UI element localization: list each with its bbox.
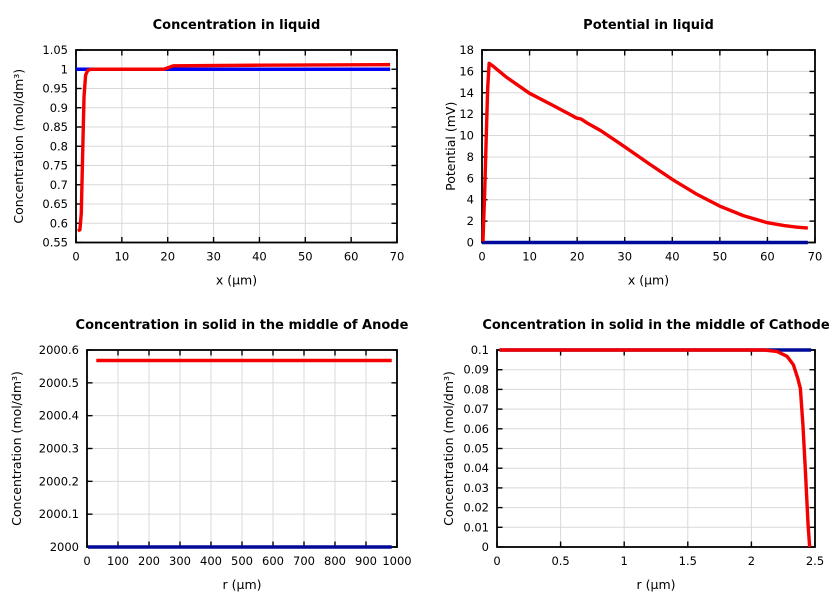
x-tick-label: 300 xyxy=(169,554,191,568)
x-tick-label: 20 xyxy=(570,250,585,264)
x-tick-label: 50 xyxy=(713,250,728,264)
x-tick-label: 40 xyxy=(252,250,267,264)
y-tick-label: 0.02 xyxy=(463,501,489,515)
y-tick-label: 1.05 xyxy=(42,43,68,57)
x-tick-label: 1000 xyxy=(382,554,411,568)
y-tick-label: 2000.1 xyxy=(39,507,79,521)
x-tick-label: 900 xyxy=(355,554,377,568)
y-tick-label: 10 xyxy=(459,129,474,143)
series-group xyxy=(76,62,391,233)
y-tick-label: 0.06 xyxy=(463,422,489,436)
red-series-line xyxy=(499,348,812,548)
x-tick-label: 0 xyxy=(83,554,90,568)
plot-frame xyxy=(75,49,398,244)
y-tick-label: 0 xyxy=(467,236,474,250)
x-tick-label: 10 xyxy=(522,250,537,264)
y-axis-label: Concentration (mol/dm³) xyxy=(9,371,24,526)
plot-frame xyxy=(481,49,816,244)
y-tick-label: 0.9 xyxy=(50,101,68,115)
x-tick-label: 70 xyxy=(808,250,823,264)
x-tick-label: 30 xyxy=(206,250,221,264)
y-tick-label: 0.1 xyxy=(471,343,489,357)
plot-title: Concentration in liquid xyxy=(153,18,321,33)
x-tick-label: 0 xyxy=(72,250,79,264)
y-tick-label: 2000 xyxy=(50,540,79,554)
red-series-line xyxy=(77,62,391,233)
series-group xyxy=(499,348,812,548)
y-tick-label: 2 xyxy=(467,214,474,228)
x-tick-label: 600 xyxy=(262,554,284,568)
y-tick-label: 0.09 xyxy=(463,363,489,377)
y-tick-label: 4 xyxy=(467,193,474,207)
chart-concentration-solid-anode: 0 100 200 300 400 500 600 700 800 900 1000 2000 2000… xyxy=(9,318,412,592)
y-tick-label: 0.55 xyxy=(42,236,68,250)
chart-concentration-solid-cathode: 0 0.5 1 1.5 2 2.5 0 0.01 0.02 0.03 0.04 0.05 0.06 0.0… xyxy=(441,318,830,592)
x-axis-label: r (µm) xyxy=(637,577,676,592)
x-axis-label: x (µm) xyxy=(216,273,257,288)
x-tick-label: 1.5 xyxy=(679,554,697,568)
series-group xyxy=(87,358,392,549)
x-tick-label: 1 xyxy=(621,554,628,568)
y-axis-label: Concentration (mol/dm³) xyxy=(11,69,26,224)
x-tick-label: 10 xyxy=(115,250,130,264)
y-tick-label: 18 xyxy=(459,43,474,57)
x-tick-label: 0 xyxy=(478,250,485,264)
y-tick-label: 2000.5 xyxy=(39,376,79,390)
plot-title: Concentration in solid in the middle of … xyxy=(76,318,409,333)
y-axis-label: Concentration (mol/dm³) xyxy=(441,371,456,526)
y-tick-label: 0.03 xyxy=(463,481,489,495)
y-tick-label: 0.75 xyxy=(42,159,68,173)
x-tick-label: 400 xyxy=(200,554,222,568)
y-tick-label: 0.08 xyxy=(463,382,489,396)
x-tick-label: 500 xyxy=(231,554,253,568)
y-tick-label: 0.95 xyxy=(42,82,68,96)
plot-title: Concentration in solid in the middle of … xyxy=(482,318,830,333)
y-tick-label: 0.01 xyxy=(463,520,489,534)
y-tick-label: 0.65 xyxy=(42,197,68,211)
x-tick-label: 0.5 xyxy=(551,554,569,568)
y-tick-label: 2000.2 xyxy=(39,474,79,488)
x-axis-label: x (µm) xyxy=(628,273,669,288)
y-tick-label: 8 xyxy=(467,150,474,164)
y-tick-label: 0.05 xyxy=(463,442,489,456)
chart-concentration-in-liquid: 0 10 20 30 40 50 60 70 0.55 0.6 0.65 0.7 0.75 0.8 0.85… xyxy=(11,18,405,288)
y-tick-label: 0 xyxy=(482,540,489,554)
x-tick-label: 200 xyxy=(138,554,160,568)
x-tick-label: 2 xyxy=(748,554,755,568)
x-tick-label: 800 xyxy=(324,554,346,568)
x-tick-label: 700 xyxy=(293,554,315,568)
x-tick-label: 70 xyxy=(390,250,405,264)
y-tick-label: 14 xyxy=(459,86,474,100)
y-axis-label: Potential (mV) xyxy=(443,102,458,191)
y-tick-label: 12 xyxy=(459,107,474,121)
y-tick-label: 2000.3 xyxy=(39,442,79,456)
y-tick-label: 0.07 xyxy=(463,402,489,416)
y-tick-label: 0.8 xyxy=(50,139,68,153)
y-tick-label: 16 xyxy=(459,64,474,78)
x-tick-label: 2.5 xyxy=(806,554,824,568)
y-tick-label: 0.04 xyxy=(463,461,489,475)
x-tick-label: 60 xyxy=(344,250,359,264)
y-tick-label: 1 xyxy=(61,62,68,76)
x-tick-label: 20 xyxy=(160,250,175,264)
y-tick-label: 2000.6 xyxy=(39,343,79,357)
y-tick-label: 6 xyxy=(467,171,474,185)
y-tick-label: 0.85 xyxy=(42,120,68,134)
x-axis-label: r (µm) xyxy=(223,577,262,592)
series-group xyxy=(481,61,808,245)
red-series-line xyxy=(481,61,808,242)
x-tick-label: 50 xyxy=(298,250,313,264)
y-tick-label: 0.7 xyxy=(50,178,68,192)
x-tick-label: 60 xyxy=(760,250,775,264)
plot-title: Potential in liquid xyxy=(583,18,714,33)
x-tick-label: 100 xyxy=(107,554,129,568)
y-tick-label: 2000.4 xyxy=(39,409,79,423)
y-tick-label: 0.6 xyxy=(50,216,68,230)
x-tick-label: 40 xyxy=(665,250,680,264)
chart-potential-in-liquid: 0 10 20 30 40 50 60 70 0 2 4 6 8 10 12 14 16 18 Potential … xyxy=(443,18,823,288)
x-tick-label: 30 xyxy=(617,250,632,264)
x-tick-label: 0 xyxy=(493,554,500,568)
